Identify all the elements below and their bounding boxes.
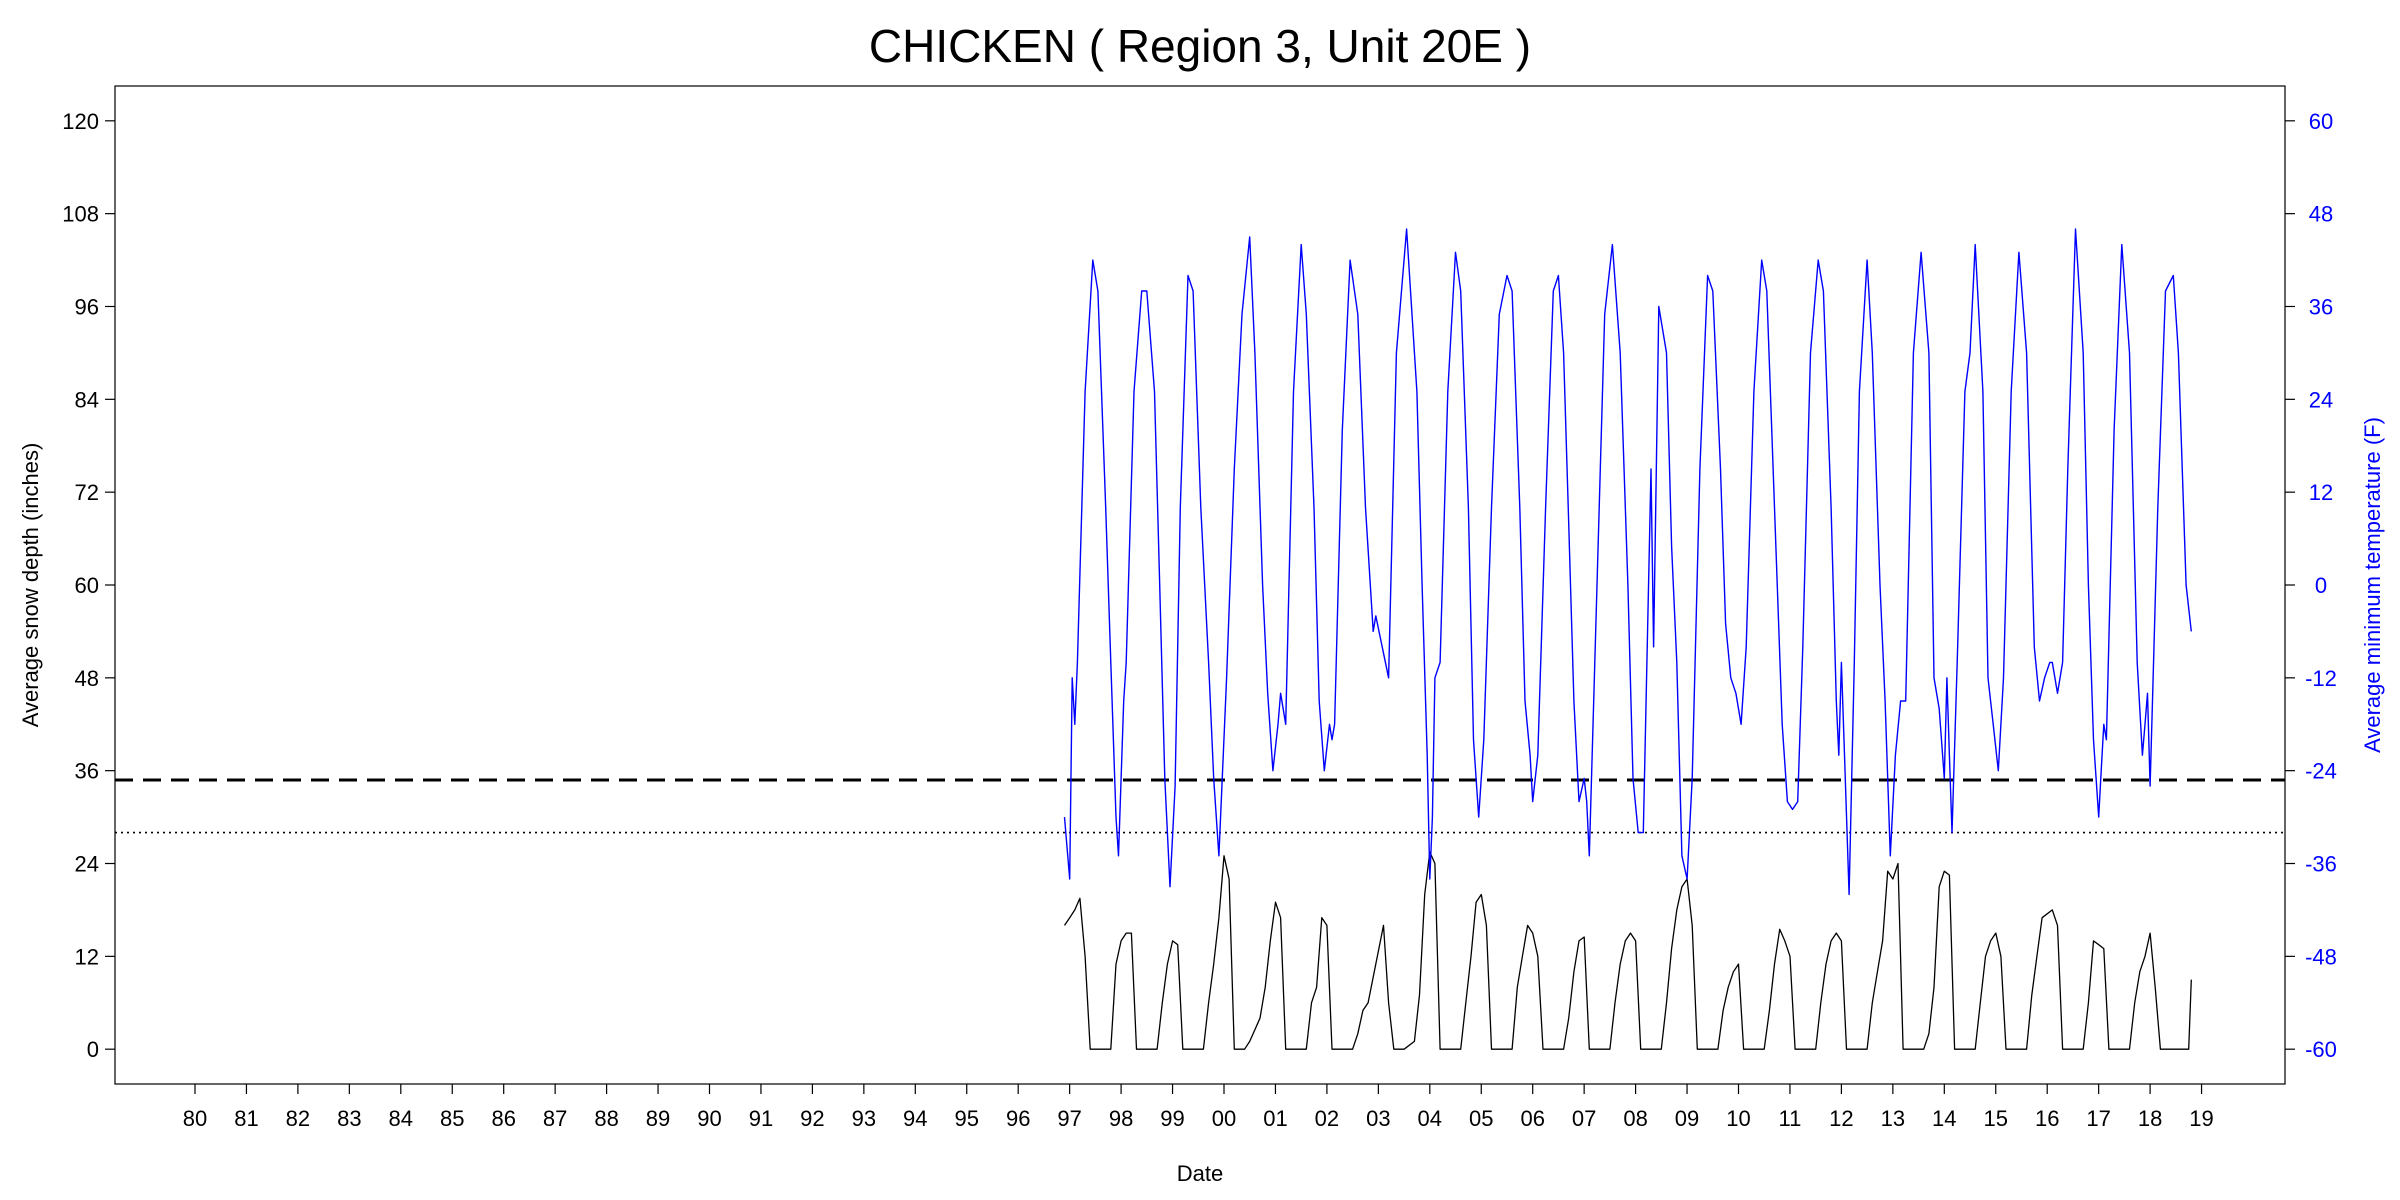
x-tick-label: 01 (1263, 1106, 1287, 1131)
x-tick-label: 97 (1057, 1106, 1081, 1131)
x-tick-label: 03 (1366, 1106, 1390, 1131)
right-y-tick-label: -24 (2305, 759, 2337, 784)
left-y-tick-label: 60 (75, 573, 99, 598)
x-tick-label: 88 (594, 1106, 618, 1131)
x-tick-label: 84 (389, 1106, 413, 1131)
x-tick-label: 80 (183, 1106, 207, 1131)
x-tick-label: 17 (2086, 1106, 2110, 1131)
x-tick-label: 95 (955, 1106, 979, 1131)
x-tick-label: 93 (852, 1106, 876, 1131)
right-y-tick-label: -60 (2305, 1037, 2337, 1062)
x-tick-label: 87 (543, 1106, 567, 1131)
x-tick-label: 16 (2035, 1106, 2059, 1131)
x-tick-label: 94 (903, 1106, 927, 1131)
right-y-tick-label: 0 (2315, 573, 2327, 598)
x-tick-label: 04 (1418, 1106, 1442, 1131)
right-y-tick-label: 12 (2309, 480, 2333, 505)
left-y-tick-label: 0 (87, 1037, 99, 1062)
right-y-tick-label: 48 (2309, 202, 2333, 227)
x-tick-label: 89 (646, 1106, 670, 1131)
x-tick-label: 02 (1315, 1106, 1339, 1131)
x-tick-label: 06 (1520, 1106, 1544, 1131)
x-tick-label: 90 (697, 1106, 721, 1131)
x-tick-label: 85 (440, 1106, 464, 1131)
right-y-tick-label: -48 (2305, 944, 2337, 969)
chart-title: CHICKEN ( Region 3, Unit 20E ) (869, 20, 1531, 72)
left-y-axis: 0 12 24 36 48 60 72 84 96 108 120 (62, 109, 115, 1062)
reference-lines (115, 778, 2285, 834)
x-tick-label: 82 (286, 1106, 310, 1131)
left-y-tick-label: 84 (75, 387, 99, 412)
x-axis-label: Date (1177, 1161, 1223, 1186)
x-tick-label: 05 (1469, 1106, 1493, 1131)
left-y-axis-label: Average snow depth (inches) (18, 443, 43, 728)
right-y-tick-label: 60 (2309, 109, 2333, 134)
left-y-tick-label: 24 (75, 852, 99, 877)
left-y-tick-label: 96 (75, 294, 99, 319)
series-layer (1063, 228, 2192, 1050)
x-tick-label: 99 (1160, 1106, 1184, 1131)
x-tick-label: 15 (1984, 1106, 2008, 1131)
x-tick-label: 07 (1572, 1106, 1596, 1131)
x-tick-label: 86 (491, 1106, 515, 1131)
temp-series-line (1063, 228, 2192, 896)
x-tick-label: 98 (1109, 1106, 1133, 1131)
x-tick-label: 19 (2189, 1106, 2213, 1131)
x-tick-label: 10 (1726, 1106, 1750, 1131)
x-tick-label: 91 (749, 1106, 773, 1131)
x-tick-label: 18 (2138, 1106, 2162, 1131)
x-tick-label: 12 (1829, 1106, 1853, 1131)
left-y-tick-label: 120 (62, 109, 99, 134)
right-y-axis: -60 -48 -36 -24 -12 0 12 24 36 48 60 (2285, 109, 2337, 1062)
x-tick-label: 96 (1006, 1106, 1030, 1131)
left-y-tick-label: 72 (75, 480, 99, 505)
x-tick-label: 92 (800, 1106, 824, 1131)
right-y-tick-label: -36 (2305, 852, 2337, 877)
left-y-tick-label: 48 (75, 666, 99, 691)
x-tick-label: 00 (1212, 1106, 1236, 1131)
left-y-tick-label: 12 (75, 944, 99, 969)
right-y-tick-label: -12 (2305, 666, 2337, 691)
x-tick-label: 83 (337, 1106, 361, 1131)
right-y-tick-label: 36 (2309, 294, 2333, 319)
x-tick-label: 09 (1675, 1106, 1699, 1131)
x-tick-label: 14 (1932, 1106, 1956, 1131)
right-y-axis-label: Average minimum temperature (F) (2360, 417, 2385, 753)
x-tick-label: 08 (1623, 1106, 1647, 1131)
left-y-tick-label: 108 (62, 202, 99, 227)
x-tick-label: 11 (1779, 1106, 1802, 1131)
x-tick-label: 81 (234, 1106, 258, 1131)
snow-series-line (1063, 851, 2192, 1050)
left-y-tick-label: 36 (75, 759, 99, 784)
x-axis: 80 81 82 83 84 85 86 87 88 89 90 91 92 93 94 95 96 97 98 99… (183, 1084, 2214, 1131)
right-y-tick-label: 24 (2309, 387, 2333, 412)
x-tick-label: 13 (1881, 1106, 1905, 1131)
